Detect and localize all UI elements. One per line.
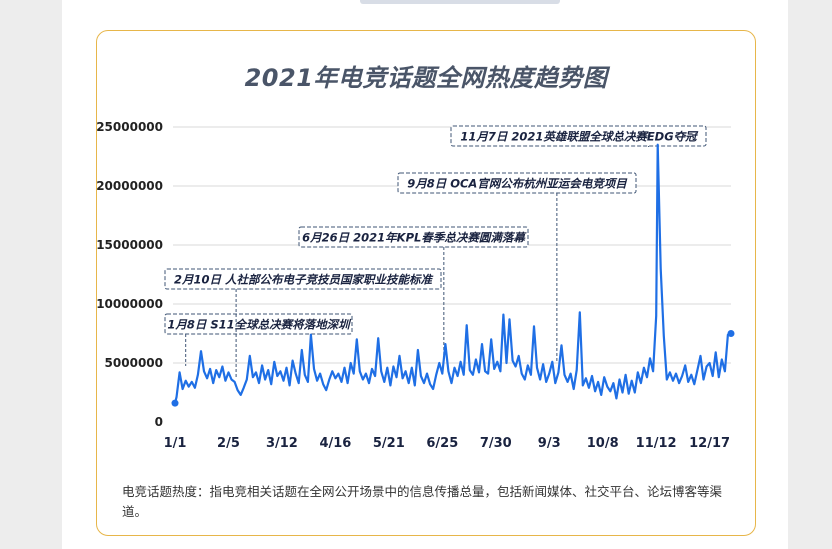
series-line — [173, 143, 732, 404]
x-tick-label: 2/5 — [217, 436, 240, 451]
x-tick-label: 5/21 — [373, 436, 405, 451]
y-tick-label: 20000000 — [96, 179, 163, 193]
x-tick-label: 3/12 — [266, 436, 298, 451]
annotation-label: 6月26日 2021年KPL春季总决赛圆满落幕 — [302, 231, 527, 245]
series-end-point — [727, 330, 735, 337]
x-tick-label: 7/30 — [480, 436, 512, 451]
x-tick-label: 1/1 — [164, 436, 187, 451]
x-tick-label: 6/25 — [426, 436, 458, 451]
annotation-box — [397, 172, 637, 194]
y-tick-label: 0 — [155, 415, 163, 429]
chart-title: 2021年电竞话题全网热度趋势图 — [244, 64, 608, 92]
x-tick-label: 10/8 — [587, 436, 619, 451]
annotation-label: 2月10日 人社部公布电子竞技员国家职业技能标准 — [174, 273, 434, 287]
x-tick-label: 11/12 — [636, 436, 677, 451]
top-tab-edge — [360, 0, 560, 4]
y-tick-label: 15000000 — [96, 238, 163, 252]
annotation-label: 1月8日 S11全球总决赛将落地深圳 — [167, 318, 352, 332]
footnote: 电竞话题热度：指电竞相关话题在全网公开场景中的信息传播总量，包括新闻媒体、社交平… — [122, 484, 723, 519]
annotation-label: 9月8日 OCA官网公布杭州亚运会电竞项目 — [407, 177, 628, 191]
y-tick-label: 5000000 — [105, 356, 163, 370]
y-tick-label: 25000000 — [96, 120, 163, 134]
series-start-point — [171, 399, 179, 407]
annotation-label: 11月7日 2021英雄联盟全球总决赛EDG夺冠 — [460, 130, 699, 144]
x-tick-label: 4/16 — [319, 436, 351, 451]
y-tick-label: 10000000 — [96, 297, 163, 311]
annotation-box — [164, 313, 353, 335]
x-tick-label: 12/17 — [689, 436, 730, 451]
x-tick-label: 9/3 — [538, 436, 561, 451]
annotation-box — [164, 268, 442, 290]
annotation-box — [298, 226, 529, 248]
annotation-box — [450, 125, 707, 147]
